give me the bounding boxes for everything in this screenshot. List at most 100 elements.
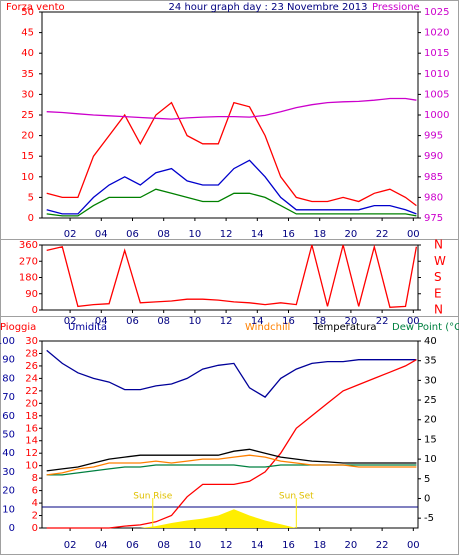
x-tick-label: 10: [189, 229, 202, 240]
y-tick-label: 980: [424, 192, 443, 203]
y-tick-label: 10: [424, 454, 437, 465]
y-tick-label: 26: [25, 361, 38, 372]
x-tick-label: 14: [251, 316, 264, 327]
x-tick-label: 06: [126, 540, 139, 551]
y-tick-label: 35: [424, 356, 437, 367]
y-tick-label: 70: [2, 392, 15, 403]
legend-label: Temperatura: [312, 322, 377, 333]
y-tick-label: 1025: [424, 7, 449, 18]
x-tick-label: 22: [376, 229, 389, 240]
x-tick-label: 20: [345, 540, 358, 551]
plot-area: [41, 244, 419, 311]
y-tick-label: 24: [25, 373, 38, 384]
annotation: Sun Set: [279, 492, 314, 502]
left-axis-label: Forza vento: [6, 2, 65, 13]
x-tick-label: 18: [313, 229, 326, 240]
x-tick-label: 12: [220, 540, 233, 551]
y-tick-label: 60: [2, 411, 15, 422]
x-tick-label: 18: [313, 540, 326, 551]
y-tick-label: 1020: [424, 28, 449, 39]
y-tick-label: 16: [25, 423, 38, 434]
y-tick-label: 180: [19, 273, 38, 284]
x-tick-label: 08: [157, 540, 170, 551]
y-tick-label: 0: [32, 523, 38, 534]
y-tick-label: 40: [2, 448, 15, 459]
x-tick-label: 16: [282, 540, 295, 551]
x-tick-label: 12: [220, 316, 233, 327]
y-tick-label: 4: [32, 498, 38, 509]
y-tick-label: 30: [21, 89, 34, 100]
y-tick-label: 40: [424, 336, 437, 347]
x-tick-label: 08: [157, 316, 170, 327]
y-tick-label: 10: [2, 504, 15, 515]
x-tick-label: 20: [345, 229, 358, 240]
series-line: [46, 101, 417, 207]
series-line: [46, 159, 417, 215]
y-tick-label: 270: [19, 256, 38, 267]
y-tick-label: 990: [424, 151, 443, 162]
y-tick-label: 18: [25, 411, 38, 422]
y-tick-label: 25: [424, 395, 437, 406]
y-tick-label: W: [434, 254, 446, 268]
y-tick-label: 30: [25, 336, 38, 347]
x-tick-label: 04: [95, 229, 108, 240]
y-tick-label: 975: [424, 213, 443, 224]
y-tick-label: 22: [25, 386, 38, 397]
chart-title: 24 hour graph day : 23 Novembre 2013: [169, 2, 368, 13]
x-tick-label: 20: [345, 316, 358, 327]
y-tick-label: 1000: [424, 110, 449, 121]
x-tick-label: 22: [376, 540, 389, 551]
legend-label: Dew Point (°C: [392, 322, 459, 333]
y-tick-label: 10: [25, 461, 38, 472]
x-tick-label: 10: [189, 316, 202, 327]
y-tick-label: 360: [19, 240, 38, 251]
y-tick-label: 35: [21, 69, 34, 80]
y-tick-label: 10: [21, 172, 34, 183]
x-tick-label: 02: [64, 316, 77, 327]
y-tick-label: 20: [21, 131, 34, 142]
y-tick-label: 50: [2, 430, 15, 441]
series-line: [46, 97, 417, 120]
y-tick-label: 20: [25, 398, 38, 409]
y-tick-label: 1015: [424, 48, 449, 59]
x-tick-label: 00: [407, 540, 420, 551]
area: [46, 509, 417, 528]
x-tick-label: 04: [95, 316, 108, 327]
x-tick-label: 02: [64, 540, 77, 551]
y-tick-label: -5: [424, 513, 434, 524]
x-tick-label: 06: [126, 316, 139, 327]
y-tick-label: S: [434, 270, 442, 284]
y-tick-label: 30: [424, 375, 437, 386]
y-tick-label: 15: [424, 434, 437, 445]
plot-area: [41, 340, 419, 529]
y-tick-label: 30: [2, 467, 15, 478]
x-tick-label: 08: [157, 229, 170, 240]
y-tick-label: 100: [0, 336, 15, 347]
y-tick-label: 6: [32, 486, 38, 497]
annotation: Sun Rise: [133, 492, 172, 502]
y-tick-label: 1010: [424, 69, 449, 80]
y-tick-label: 20: [424, 415, 437, 426]
y-tick-label: 0: [424, 493, 430, 504]
y-tick-label: 40: [21, 48, 34, 59]
y-tick-label: 5: [28, 192, 34, 203]
x-tick-label: 06: [126, 229, 139, 240]
y-tick-label: 0: [28, 213, 34, 224]
y-tick-label: N: [434, 238, 443, 252]
y-tick-label: 0: [32, 305, 38, 316]
series-line: [46, 349, 417, 398]
series-line: [46, 454, 417, 476]
series-line: [46, 464, 417, 476]
right-axis-label: Pressione: [372, 2, 420, 13]
legend-label: Windchill: [245, 322, 290, 333]
series-line: [46, 244, 418, 308]
x-tick-label: 22: [376, 316, 389, 327]
x-tick-label: 02: [64, 229, 77, 240]
y-tick-label: E: [434, 286, 442, 300]
x-tick-label: 18: [313, 316, 326, 327]
y-tick-label: 2: [32, 511, 38, 522]
y-tick-label: 12: [25, 448, 38, 459]
legend-label: Pioggia: [0, 322, 36, 333]
y-tick-label: 5: [424, 474, 430, 485]
y-tick-label: 25: [21, 110, 34, 121]
